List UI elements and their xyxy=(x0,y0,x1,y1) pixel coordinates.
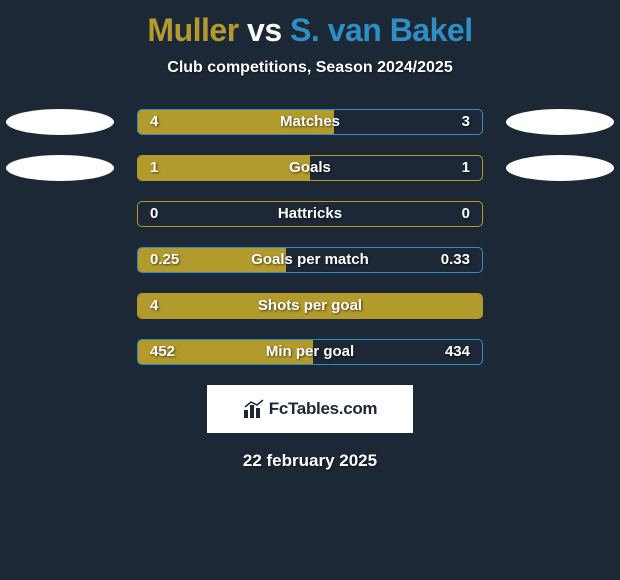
chart-icon xyxy=(243,399,265,419)
bar-track xyxy=(137,155,483,181)
bar-track xyxy=(137,247,483,273)
bar-fill xyxy=(138,294,482,318)
bar-track xyxy=(137,201,483,227)
bar-fill xyxy=(138,340,313,364)
stat-row: 4Shots per goal xyxy=(0,293,620,319)
player1-name: Muller xyxy=(147,12,238,48)
stats-bars: 4Matches3 1Goals1 0Hattricks0 0.25Goals per… xyxy=(0,109,620,365)
comparison-title: Muller vs S. van Bakel xyxy=(0,0,620,49)
stat-row: 4Matches3 xyxy=(0,109,620,135)
player1-marker xyxy=(6,155,114,181)
subtitle: Club competitions, Season 2024/2025 xyxy=(0,59,620,77)
bar-fill xyxy=(138,156,310,180)
date-line: 22 february 2025 xyxy=(0,451,620,471)
vs-text: vs xyxy=(247,12,282,48)
bar-track xyxy=(137,339,483,365)
player2-name: S. van Bakel xyxy=(290,12,473,48)
player2-marker xyxy=(506,155,614,181)
bar-fill xyxy=(138,248,286,272)
stat-row: 0.25Goals per match0.33 xyxy=(0,247,620,273)
player2-marker xyxy=(506,109,614,135)
stat-row: 452Min per goal434 xyxy=(0,339,620,365)
logo-text: FcTables.com xyxy=(269,399,378,419)
bar-track xyxy=(137,293,483,319)
stat-row: 1Goals1 xyxy=(0,155,620,181)
player1-marker xyxy=(6,109,114,135)
bar-fill xyxy=(138,110,334,134)
stat-row: 0Hattricks0 xyxy=(0,201,620,227)
logo-box[interactable]: FcTables.com xyxy=(207,385,413,433)
bar-track xyxy=(137,109,483,135)
